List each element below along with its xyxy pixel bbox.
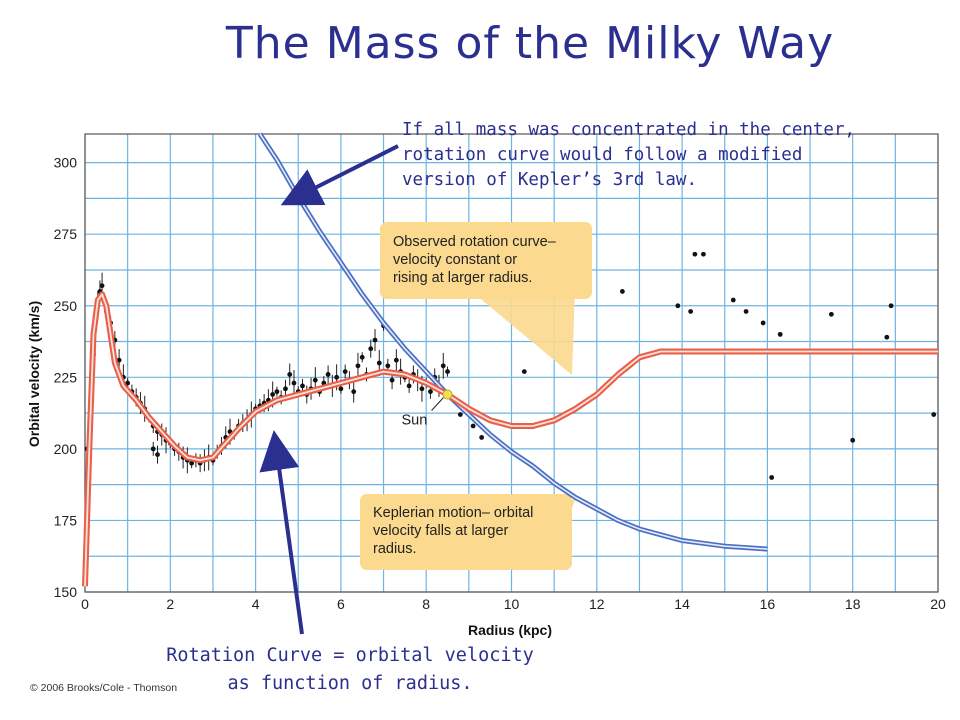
data-point-outer xyxy=(521,369,527,374)
chart-frame xyxy=(84,133,939,593)
data-point-outer xyxy=(931,412,937,417)
keplerian-curve-inner xyxy=(259,133,768,550)
data-point-outer xyxy=(884,334,890,340)
data-point xyxy=(440,363,446,369)
data-point xyxy=(355,363,361,369)
data-point-outer xyxy=(743,309,749,314)
data-point xyxy=(283,386,288,392)
data-point xyxy=(368,346,374,352)
data-point xyxy=(150,446,156,452)
data-point-outer xyxy=(619,289,625,294)
y-tick-label: 175 xyxy=(54,512,78,528)
data-point xyxy=(125,380,131,386)
x-tick-label: 4 xyxy=(252,596,260,612)
data-point xyxy=(312,377,318,383)
data-point-outer xyxy=(692,251,698,257)
annotation-arrows xyxy=(259,144,399,635)
data-point-outer xyxy=(730,297,736,303)
keplerian-callout-box xyxy=(360,494,572,570)
sun-leader-line xyxy=(431,397,444,411)
data-point xyxy=(274,389,280,395)
data-point xyxy=(189,460,195,466)
data-point xyxy=(325,372,331,377)
x-tick-label: 6 xyxy=(337,596,345,612)
data-point xyxy=(419,386,425,392)
observed-callout-text: Observed rotation curve– velocity constan… xyxy=(393,234,557,286)
y-tick-label: 300 xyxy=(54,155,78,171)
data-point-outer xyxy=(701,251,706,257)
data-point xyxy=(385,363,391,369)
chart-ticks: 0 2 4 6 8 10 12 14 16 18 20 150 175 200 225 250 275 300 xyxy=(54,155,946,612)
data-point-outer xyxy=(470,423,476,429)
data-point xyxy=(270,392,276,397)
data-point xyxy=(338,386,344,392)
y-axis-label: Orbital velocity (km/s) xyxy=(26,301,42,447)
data-point xyxy=(393,357,399,363)
data-point-outer xyxy=(850,437,856,443)
y-tick-label: 225 xyxy=(54,369,78,385)
x-tick-label: 2 xyxy=(166,596,174,612)
data-point xyxy=(406,383,412,389)
data-point xyxy=(155,452,160,457)
y-tick-label: 275 xyxy=(54,226,78,242)
data-point-outer xyxy=(457,412,463,417)
data-point-outer xyxy=(769,475,775,480)
kepler-callout-text: If all mass was concentrated in the cent… xyxy=(402,120,856,190)
data-point xyxy=(116,357,122,363)
x-tick-label: 16 xyxy=(760,596,776,612)
x-tick-label: 14 xyxy=(674,596,690,612)
observed-curve-inner xyxy=(84,293,938,587)
data-point xyxy=(342,369,348,374)
data-point xyxy=(287,372,293,377)
data-point xyxy=(291,380,297,386)
data-point xyxy=(351,389,357,395)
rotation-curve-caption: Rotation Curve = orbital velocity as fun… xyxy=(166,645,534,694)
observed-callout-pointer xyxy=(470,290,575,375)
data-point xyxy=(334,374,340,380)
x-tick-label: 0 xyxy=(81,596,89,612)
data-point xyxy=(300,383,305,389)
sun-marker xyxy=(442,389,453,400)
x-tick-label: 18 xyxy=(845,596,861,612)
data-point xyxy=(359,354,365,360)
rotation-arrow xyxy=(259,430,304,635)
sun-label: Sun xyxy=(402,412,428,428)
callout-boxes: Observed rotation curve– velocity constan… xyxy=(360,222,592,570)
copyright-notice: © 2006 Brooks/Cole - Thomson xyxy=(30,682,178,694)
x-tick-label: 10 xyxy=(504,596,520,612)
x-tick-label: 8 xyxy=(422,596,430,612)
plot-border xyxy=(84,133,939,593)
kepler-arrow xyxy=(280,144,399,206)
data-point-outer xyxy=(479,435,485,440)
data-point xyxy=(376,360,382,366)
data-point-outer xyxy=(828,311,834,317)
data-point-outer xyxy=(688,309,694,314)
keplerian-callout-text: Keplerian motion– orbital velocity falls … xyxy=(373,505,533,557)
slide-title: The Mass of the Milky Way xyxy=(225,18,835,69)
y-tick-label: 200 xyxy=(54,441,78,457)
data-point-outer xyxy=(777,331,783,337)
x-axis-label: Radius (kpc) xyxy=(468,622,552,638)
observed-callout-box xyxy=(380,222,592,299)
data-point-outer xyxy=(675,303,681,309)
y-tick-label: 150 xyxy=(54,584,78,600)
sun-marker-group: Sun xyxy=(402,389,453,428)
data-point xyxy=(372,337,378,343)
data-point xyxy=(428,389,433,395)
data-point xyxy=(445,369,450,374)
chart-curves xyxy=(82,132,938,587)
x-tick-label: 20 xyxy=(930,596,946,612)
data-point xyxy=(389,377,395,383)
x-tick-label: 12 xyxy=(589,596,605,612)
data-point xyxy=(99,283,105,289)
data-point-outer xyxy=(888,303,894,309)
y-tick-label: 250 xyxy=(54,298,78,314)
data-point-outer xyxy=(760,320,766,326)
